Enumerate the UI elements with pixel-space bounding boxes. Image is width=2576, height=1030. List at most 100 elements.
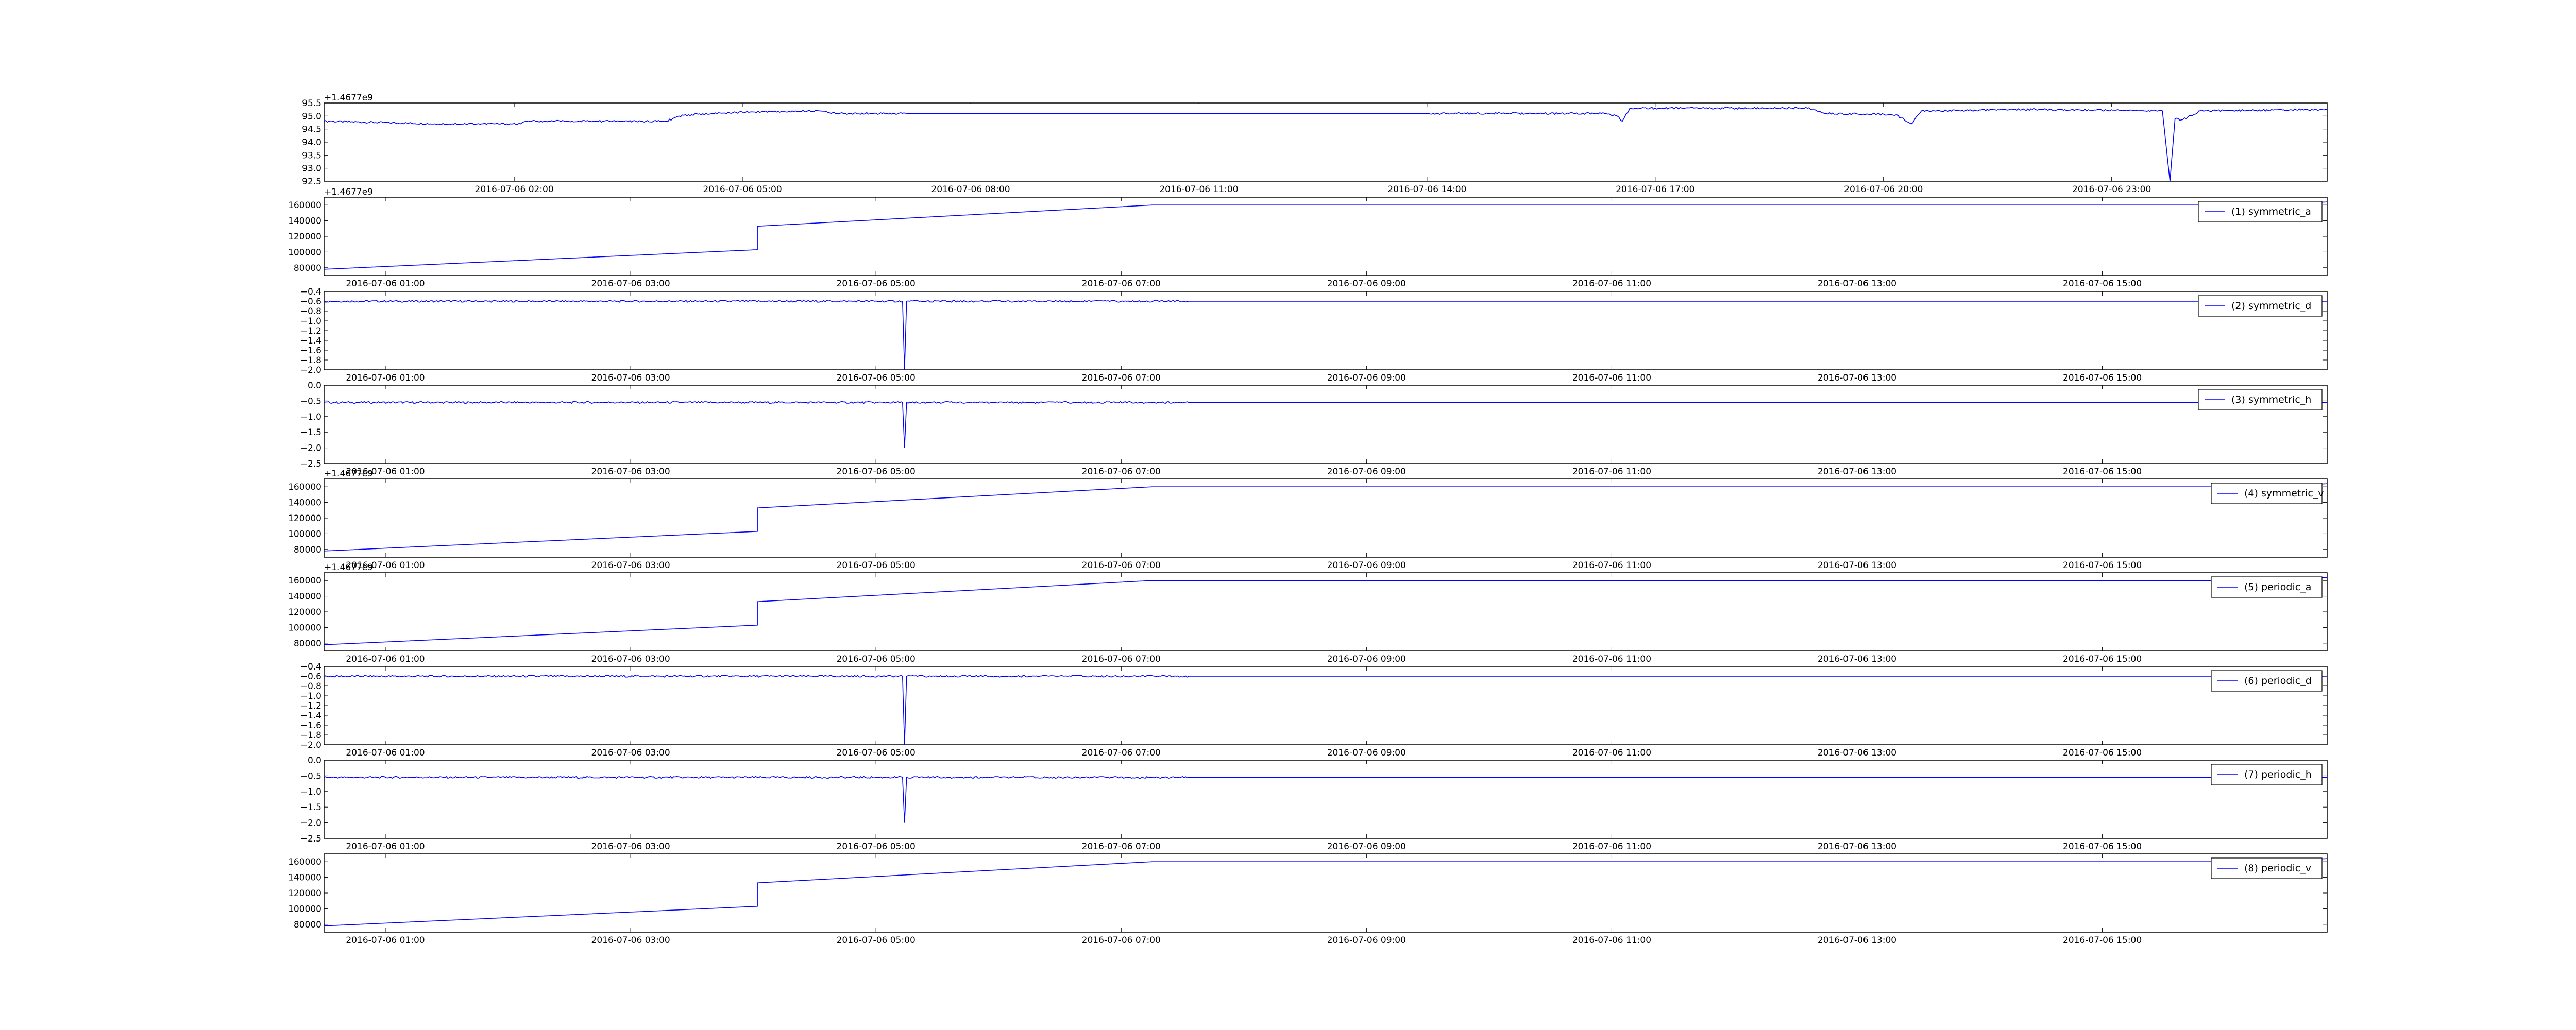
y-tick-label: 160000: [288, 576, 321, 586]
x-tick-label: 2016-07-06 02:00: [475, 184, 554, 195]
offset-label: +1.4677e9: [324, 562, 373, 573]
y-tick-label: 80000: [294, 920, 321, 930]
series-line-1: [324, 300, 2327, 370]
y-tick-label: −0.8: [300, 681, 321, 692]
y-tick-label: 95.5: [302, 98, 321, 109]
subplot-8: −2.5 −2.0 −1.5 −1.0 −0.5 0.0 2016-07-06 01:00 2…: [300, 756, 2328, 852]
legend: (7) periodic_h: [2211, 764, 2323, 785]
x-tick-label: 2016-07-06 03:00: [591, 748, 670, 758]
x-tick-label: 2016-07-06 07:00: [1082, 279, 1161, 289]
y-tick-label: −2.0: [300, 740, 321, 750]
series-line-1: [324, 675, 2327, 745]
subplot-1: 92.5 93.0 93.5 94.0 94.5 95.0 95.5 2016-07-06 0…: [302, 93, 2328, 195]
x-tick-label: 2016-07-06 07:00: [1082, 748, 1161, 758]
y-tick-label: −1.4: [300, 336, 321, 346]
legend-label: (2) symmetric_d: [2231, 300, 2311, 312]
y-tick-label: −1.6: [300, 720, 321, 731]
x-tick-label: 2016-07-06 03:00: [591, 842, 670, 852]
x-tick-label: 2016-07-06 11:00: [1159, 184, 1238, 195]
x-tick-label: 2016-07-06 13:00: [1818, 935, 1896, 946]
y-tick-label: 93.0: [302, 164, 321, 174]
x-tick-label: 2016-07-06 09:00: [1327, 279, 1406, 289]
y-tick-label: −1.2: [300, 326, 321, 336]
legend: (8) periodic_v: [2211, 857, 2323, 879]
offset-label: +1.4677e9: [324, 93, 373, 103]
y-tick-label: 94.5: [302, 125, 321, 135]
x-tick-label: 2016-07-06 09:00: [1327, 935, 1406, 946]
y-tick-label: −0.6: [300, 672, 321, 682]
y-tick-label: −1.6: [300, 346, 321, 356]
x-tick-label: 2016-07-06 08:00: [931, 184, 1010, 195]
y-tick-label: 160000: [288, 200, 321, 211]
y-tick-label: 120000: [288, 607, 321, 617]
x-tick-label: 2016-07-06 13:00: [1818, 748, 1896, 758]
x-tick-label: 2016-07-06 15:00: [2063, 654, 2142, 664]
y-tick-label: 0.0: [308, 756, 321, 766]
legend: (4) symmetric_v: [2211, 483, 2324, 504]
x-tick-label: 2016-07-06 11:00: [1572, 560, 1651, 571]
x-tick-label: 2016-07-06 03:00: [591, 373, 670, 383]
axes-frame: [324, 760, 2328, 839]
x-tick-label: 2016-07-06 13:00: [1818, 279, 1896, 289]
axes-frame: [324, 853, 2328, 933]
axes-frame: [324, 291, 2328, 370]
x-tick-label: 2016-07-06 15:00: [2063, 748, 2142, 758]
axes-frame: [324, 478, 2328, 558]
subplot-2: 80000 100000 120000 140000 160000 2016-07-06 …: [288, 187, 2328, 289]
x-tick-label: 2016-07-06 05:00: [703, 184, 782, 195]
x-tick-label: 2016-07-06 01:00: [346, 842, 425, 852]
y-tick-label: −0.8: [300, 306, 321, 317]
y-tick-label: −1.0: [300, 316, 321, 327]
y-tick-label: 100000: [288, 904, 321, 914]
x-tick-label: 2016-07-06 09:00: [1327, 842, 1406, 852]
x-tick-label: 2016-07-06 13:00: [1818, 654, 1896, 664]
y-tick-label: −1.0: [300, 691, 321, 701]
y-tick-label: 160000: [288, 482, 321, 492]
y-tick-label: 92.5: [302, 177, 321, 187]
x-tick-label: 2016-07-06 05:00: [837, 279, 916, 289]
y-tick-label: −1.5: [300, 802, 321, 813]
legend: (3) symmetric_h: [2198, 389, 2323, 410]
x-tick-label: 2016-07-06 03:00: [591, 279, 670, 289]
x-tick-label: 2016-07-06 03:00: [591, 560, 670, 571]
subplot-9: 80000 100000 120000 140000 160000 2016-07-06 …: [288, 853, 2328, 946]
legend-label: (5) periodic_a: [2244, 581, 2311, 593]
x-tick-label: 2016-07-06 05:00: [837, 842, 916, 852]
subplot-7: −2.0−1.8−1.6−1.4−1.2−1.0−0.8−0.6−0.4 2016…: [300, 662, 2328, 758]
y-tick-label: 100000: [288, 247, 321, 258]
x-tick-label: 2016-07-06 05:00: [837, 935, 916, 946]
y-tick-label: −0.4: [300, 287, 321, 297]
y-tick-label: −2.5: [300, 459, 321, 469]
x-tick-label: 2016-07-06 01:00: [346, 935, 425, 946]
x-tick-label: 2016-07-06 09:00: [1327, 373, 1406, 383]
x-tick-label: 2016-07-06 01:00: [346, 279, 425, 289]
x-tick-label: 2016-07-06 20:00: [1844, 184, 1923, 195]
x-tick-label: 2016-07-06 01:00: [346, 373, 425, 383]
y-tick-label: −0.6: [300, 297, 321, 307]
y-tick-label: −1.0: [300, 787, 321, 797]
y-tick-label: −1.8: [300, 355, 321, 366]
series-line-1: [324, 483, 2327, 552]
x-tick-label: 2016-07-06 15:00: [2063, 842, 2142, 852]
y-tick-label: 140000: [288, 216, 321, 227]
x-tick-label: 2016-07-06 07:00: [1082, 467, 1161, 477]
x-tick-label: 2016-07-06 11:00: [1572, 748, 1651, 758]
x-tick-label: 2016-07-06 11:00: [1572, 279, 1651, 289]
y-tick-label: 80000: [294, 545, 321, 555]
x-tick-label: 2016-07-06 07:00: [1082, 935, 1161, 946]
y-tick-label: 140000: [288, 498, 321, 508]
x-tick-label: 2016-07-06 13:00: [1818, 842, 1896, 852]
axes-frame: [324, 385, 2328, 464]
legend-label: (8) periodic_v: [2244, 863, 2311, 874]
x-tick-label: 2016-07-06 05:00: [837, 467, 916, 477]
y-tick-label: 140000: [288, 592, 321, 602]
x-tick-label: 2016-07-06 01:00: [346, 748, 425, 758]
subplot-4: −2.5 −2.0 −1.5 −1.0 −0.5 0.0 2016-07-06 01:00 2…: [300, 381, 2328, 477]
x-tick-label: 2016-07-06 05:00: [837, 560, 916, 571]
x-tick-label: 2016-07-06 17:00: [1616, 184, 1694, 195]
y-tick-label: 160000: [288, 857, 321, 867]
series-line-1: [324, 201, 2327, 270]
y-tick-label: −1.8: [300, 730, 321, 741]
axes-frame: [324, 572, 2328, 651]
